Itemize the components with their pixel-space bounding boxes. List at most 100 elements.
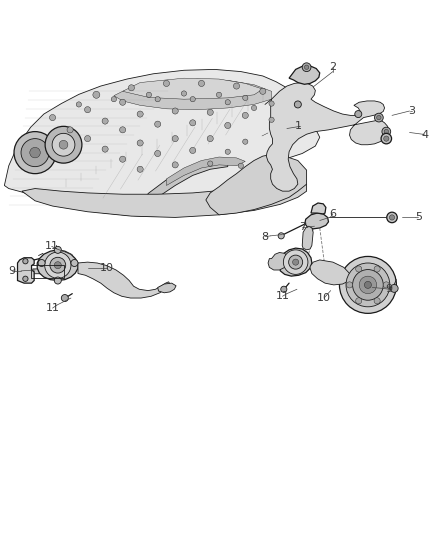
Circle shape [339, 256, 396, 313]
Circle shape [155, 121, 161, 127]
Circle shape [278, 233, 284, 239]
Circle shape [387, 212, 397, 223]
Text: 6: 6 [329, 209, 336, 219]
Circle shape [49, 115, 56, 120]
Circle shape [381, 133, 392, 144]
Polygon shape [33, 266, 61, 276]
Circle shape [302, 63, 311, 71]
Text: 2: 2 [329, 62, 336, 72]
Polygon shape [37, 250, 78, 280]
Circle shape [216, 92, 222, 98]
Circle shape [155, 150, 161, 157]
Circle shape [67, 127, 73, 133]
Circle shape [137, 166, 143, 172]
Circle shape [120, 99, 126, 106]
Circle shape [243, 139, 248, 144]
Circle shape [304, 65, 309, 69]
Circle shape [190, 96, 195, 102]
Circle shape [54, 262, 61, 269]
Circle shape [181, 91, 187, 96]
Polygon shape [268, 253, 288, 270]
Circle shape [377, 115, 381, 120]
Text: 10: 10 [317, 293, 331, 303]
Text: 9: 9 [9, 266, 16, 276]
Circle shape [50, 257, 66, 273]
Circle shape [374, 113, 383, 122]
Circle shape [45, 126, 82, 163]
Text: 11: 11 [46, 303, 60, 313]
Polygon shape [158, 283, 176, 293]
Circle shape [38, 260, 45, 266]
Polygon shape [305, 213, 328, 229]
Circle shape [225, 100, 230, 105]
Circle shape [102, 118, 108, 124]
Bar [31, 265, 64, 278]
Polygon shape [131, 160, 228, 214]
Polygon shape [302, 226, 313, 250]
Circle shape [155, 96, 160, 102]
Text: 9: 9 [385, 284, 392, 294]
Circle shape [269, 117, 274, 123]
Circle shape [23, 259, 28, 264]
Circle shape [76, 102, 81, 107]
Circle shape [238, 163, 244, 168]
Circle shape [120, 127, 126, 133]
Circle shape [172, 162, 178, 168]
Circle shape [52, 133, 75, 156]
Circle shape [225, 123, 231, 128]
Circle shape [208, 161, 213, 166]
Text: 10: 10 [100, 263, 114, 273]
Circle shape [281, 286, 287, 292]
Circle shape [293, 259, 299, 265]
Circle shape [269, 101, 274, 106]
Circle shape [364, 281, 371, 288]
Circle shape [389, 215, 395, 220]
Circle shape [190, 120, 196, 126]
Polygon shape [311, 203, 326, 214]
Circle shape [251, 106, 257, 110]
Circle shape [346, 282, 353, 288]
Circle shape [30, 147, 40, 158]
Polygon shape [289, 66, 320, 84]
Circle shape [190, 147, 196, 154]
Circle shape [374, 298, 380, 304]
Text: 5: 5 [415, 213, 422, 222]
Circle shape [374, 266, 380, 272]
Circle shape [384, 136, 389, 141]
Circle shape [85, 107, 91, 113]
Circle shape [346, 263, 390, 307]
Polygon shape [22, 181, 307, 217]
Circle shape [382, 127, 391, 136]
Circle shape [356, 298, 362, 304]
Circle shape [355, 110, 362, 118]
Circle shape [289, 255, 303, 269]
Text: 1: 1 [294, 122, 301, 131]
Circle shape [207, 109, 213, 115]
Circle shape [45, 252, 71, 278]
Circle shape [146, 92, 152, 98]
Circle shape [172, 108, 178, 114]
Text: 3: 3 [408, 106, 415, 116]
Circle shape [61, 295, 68, 302]
Circle shape [59, 140, 68, 149]
Circle shape [163, 80, 170, 86]
Polygon shape [4, 69, 320, 216]
Polygon shape [310, 260, 350, 285]
Circle shape [356, 266, 362, 272]
Circle shape [137, 140, 143, 146]
Text: 7: 7 [299, 222, 306, 232]
Circle shape [207, 135, 213, 142]
Polygon shape [279, 248, 312, 276]
Circle shape [260, 88, 266, 94]
Circle shape [225, 149, 230, 155]
Polygon shape [18, 258, 34, 283]
Circle shape [242, 112, 248, 118]
Circle shape [359, 276, 377, 294]
Circle shape [172, 135, 178, 142]
Circle shape [198, 80, 205, 86]
Circle shape [294, 101, 301, 108]
Polygon shape [266, 83, 389, 191]
Circle shape [23, 276, 28, 281]
Circle shape [93, 91, 100, 98]
Circle shape [390, 285, 398, 292]
